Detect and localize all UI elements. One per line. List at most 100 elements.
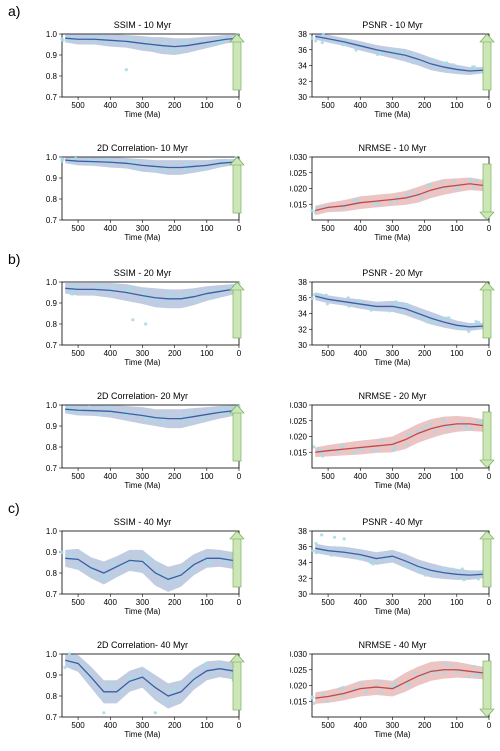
svg-text:100: 100 <box>450 224 464 233</box>
svg-text:100: 100 <box>450 598 464 607</box>
svg-text:0: 0 <box>237 101 242 110</box>
svg-text:100: 100 <box>450 101 464 110</box>
svg-text:34: 34 <box>298 310 307 319</box>
arrow-up-icon <box>480 34 494 90</box>
arrow-up-icon <box>480 282 494 338</box>
svg-text:200: 200 <box>168 721 182 730</box>
svg-text:36: 36 <box>298 294 307 303</box>
x-axis-label: Time (Ma) <box>40 233 245 242</box>
svg-text:0: 0 <box>487 472 492 481</box>
svg-text:100: 100 <box>200 721 214 730</box>
svg-text:200: 200 <box>168 224 182 233</box>
svg-text:0.7: 0.7 <box>46 216 58 225</box>
x-axis-label: Time (Ma) <box>290 358 495 367</box>
svg-text:0: 0 <box>237 224 242 233</box>
x-axis-label: Time (Ma) <box>40 358 245 367</box>
svg-text:0.9: 0.9 <box>46 299 58 308</box>
svg-text:0.8: 0.8 <box>46 569 58 578</box>
svg-text:400: 400 <box>354 721 368 730</box>
svg-text:38: 38 <box>298 30 307 39</box>
confidence-band <box>315 177 489 215</box>
svg-text:400: 400 <box>354 224 368 233</box>
svg-text:34: 34 <box>298 62 307 71</box>
svg-text:32: 32 <box>298 77 307 86</box>
plot-psnr-40: PSNR - 40 Myr30323436385004003002001000T… <box>290 519 495 614</box>
svg-text:200: 200 <box>418 349 432 358</box>
svg-text:0.7: 0.7 <box>46 93 58 102</box>
svg-text:500: 500 <box>71 224 85 233</box>
svg-text:500: 500 <box>71 721 85 730</box>
svg-text:100: 100 <box>200 224 214 233</box>
svg-text:1.0: 1.0 <box>46 153 58 162</box>
svg-text:34: 34 <box>298 559 307 568</box>
svg-text:200: 200 <box>418 598 432 607</box>
svg-text:0.015: 0.015 <box>290 697 308 706</box>
panel-label-c: c) <box>8 500 20 516</box>
svg-text:100: 100 <box>450 472 464 481</box>
plot-psnr-20: PSNR - 20 Myr30323436385004003002001000T… <box>290 270 495 365</box>
svg-text:0.7: 0.7 <box>46 464 58 473</box>
svg-text:300: 300 <box>136 224 150 233</box>
svg-text:1.0: 1.0 <box>46 30 58 39</box>
svg-text:100: 100 <box>200 101 214 110</box>
x-axis-label: Time (Ma) <box>290 233 495 242</box>
svg-text:0.025: 0.025 <box>290 417 308 426</box>
svg-text:300: 300 <box>136 721 150 730</box>
x-axis-label: Time (Ma) <box>40 481 245 490</box>
svg-text:30: 30 <box>298 341 307 350</box>
svg-text:0.9: 0.9 <box>46 548 58 557</box>
panel-label-b: b) <box>8 251 20 267</box>
svg-text:100: 100 <box>200 598 214 607</box>
svg-text:0: 0 <box>237 349 242 358</box>
svg-text:1.0: 1.0 <box>46 278 58 287</box>
svg-text:0.025: 0.025 <box>290 169 308 178</box>
plot-ssim-40: SSIM - 40 Myr0.70.80.91.0500400300200100… <box>40 519 245 614</box>
svg-text:32: 32 <box>298 574 307 583</box>
svg-text:400: 400 <box>104 349 118 358</box>
svg-text:300: 300 <box>386 101 400 110</box>
svg-text:0.030: 0.030 <box>290 153 308 162</box>
svg-text:0.8: 0.8 <box>46 692 58 701</box>
svg-text:300: 300 <box>136 349 150 358</box>
svg-text:200: 200 <box>168 349 182 358</box>
svg-text:400: 400 <box>104 101 118 110</box>
x-axis-label: Time (Ma) <box>40 730 245 739</box>
svg-text:0.020: 0.020 <box>290 433 308 442</box>
svg-text:0.9: 0.9 <box>46 174 58 183</box>
svg-text:500: 500 <box>71 598 85 607</box>
svg-text:36: 36 <box>298 543 307 552</box>
svg-text:0.030: 0.030 <box>290 650 308 659</box>
svg-text:0.020: 0.020 <box>290 185 308 194</box>
svg-text:500: 500 <box>321 349 335 358</box>
svg-text:200: 200 <box>168 598 182 607</box>
panel-label-a: a) <box>8 3 20 19</box>
svg-text:0.015: 0.015 <box>290 448 308 457</box>
x-axis-label: Time (Ma) <box>290 110 495 119</box>
svg-text:1.0: 1.0 <box>46 401 58 410</box>
svg-text:0: 0 <box>237 472 242 481</box>
x-axis-label: Time (Ma) <box>290 730 495 739</box>
svg-text:0.9: 0.9 <box>46 671 58 680</box>
svg-text:100: 100 <box>200 349 214 358</box>
confidence-band <box>65 283 239 308</box>
svg-text:500: 500 <box>321 721 335 730</box>
svg-text:500: 500 <box>321 472 335 481</box>
svg-text:0: 0 <box>487 721 492 730</box>
svg-text:300: 300 <box>136 598 150 607</box>
svg-text:30: 30 <box>298 93 307 102</box>
svg-text:0: 0 <box>487 101 492 110</box>
svg-text:400: 400 <box>104 721 118 730</box>
svg-text:0: 0 <box>487 598 492 607</box>
plot-psnr-10: PSNR - 10 Myr30323436385004003002001000T… <box>290 22 495 117</box>
svg-text:400: 400 <box>354 101 368 110</box>
svg-text:400: 400 <box>354 598 368 607</box>
plot-nrmse-40: NRMSE - 40 Myr0.0150.0200.0250.030500400… <box>290 642 495 737</box>
plot-ssim-20: SSIM - 20 Myr0.70.80.91.0500400300200100… <box>40 270 245 365</box>
svg-text:400: 400 <box>104 224 118 233</box>
svg-text:300: 300 <box>386 472 400 481</box>
svg-text:400: 400 <box>104 472 118 481</box>
svg-text:300: 300 <box>386 224 400 233</box>
svg-text:0.9: 0.9 <box>46 51 58 60</box>
svg-text:500: 500 <box>321 598 335 607</box>
x-axis-label: Time (Ma) <box>40 607 245 616</box>
